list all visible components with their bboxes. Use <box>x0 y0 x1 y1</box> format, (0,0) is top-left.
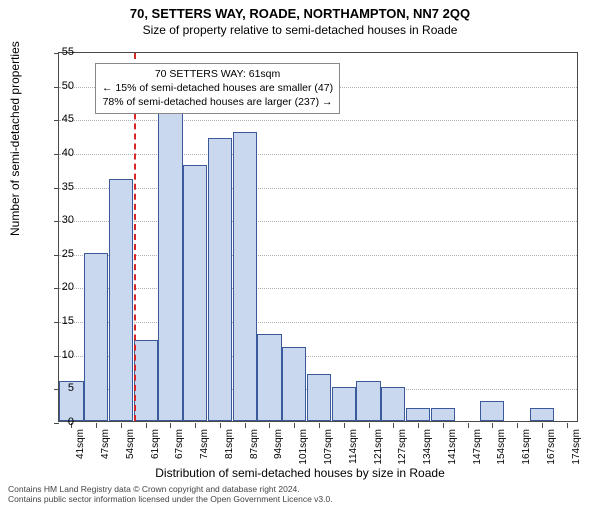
xtick-mark <box>96 423 97 428</box>
xtick-mark <box>344 423 345 428</box>
xtick-mark <box>517 423 518 428</box>
annotation-line-3: 78% of semi-detached houses are larger (… <box>102 95 333 109</box>
gridline <box>59 255 577 256</box>
xtick-mark <box>195 423 196 428</box>
ytick-label: 55 <box>46 46 74 58</box>
xtick-mark <box>542 423 543 428</box>
ytick-label: 5 <box>46 382 74 394</box>
xtick-mark <box>369 423 370 428</box>
gridline <box>59 288 577 289</box>
xtick-mark <box>319 423 320 428</box>
bar <box>530 408 554 421</box>
bar <box>282 347 306 421</box>
bar <box>381 387 405 421</box>
xtick-mark <box>121 423 122 428</box>
bar <box>332 387 356 421</box>
gridline <box>59 221 577 222</box>
gridline <box>59 120 577 121</box>
xtick-mark <box>220 423 221 428</box>
ytick-label: 50 <box>46 80 74 92</box>
ytick-label: 45 <box>46 113 74 125</box>
xtick-mark <box>468 423 469 428</box>
bar <box>431 408 455 421</box>
xtick-mark <box>492 423 493 428</box>
ytick-label: 30 <box>46 214 74 226</box>
footer-line-2: Contains public sector information licen… <box>8 494 333 504</box>
annotation-box: 70 SETTERS WAY: 61sqm← 15% of semi-detac… <box>95 63 340 114</box>
ytick-label: 10 <box>46 349 74 361</box>
footer-attribution: Contains HM Land Registry data © Crown c… <box>8 484 333 504</box>
ytick-label: 25 <box>46 248 74 260</box>
gridline <box>59 154 577 155</box>
bar <box>84 253 108 421</box>
x-axis-label: Distribution of semi-detached houses by … <box>0 466 600 480</box>
xtick-mark <box>294 423 295 428</box>
bar <box>356 381 380 421</box>
gridline <box>59 322 577 323</box>
y-axis-label: Number of semi-detached properties <box>8 41 22 236</box>
chart-title-sub: Size of property relative to semi-detach… <box>0 23 600 37</box>
gridline <box>59 188 577 189</box>
bar <box>183 165 207 421</box>
annotation-line-1: 70 SETTERS WAY: 61sqm <box>102 67 333 81</box>
bar <box>257 334 281 421</box>
plot-area: 41sqm47sqm54sqm61sqm67sqm74sqm81sqm87sqm… <box>58 52 578 422</box>
bar <box>208 138 232 421</box>
footer-line-1: Contains HM Land Registry data © Crown c… <box>8 484 333 494</box>
ytick-label: 15 <box>46 315 74 327</box>
xtick-mark <box>443 423 444 428</box>
bar <box>134 340 158 421</box>
ytick-label: 20 <box>46 281 74 293</box>
xtick-mark <box>567 423 568 428</box>
xtick-mark <box>170 423 171 428</box>
annotation-line-2: ← 15% of semi-detached houses are smalle… <box>102 81 333 95</box>
chart-title-main: 70, SETTERS WAY, ROADE, NORTHAMPTON, NN7… <box>0 6 600 21</box>
xtick-mark <box>245 423 246 428</box>
bar <box>307 374 331 421</box>
xtick-mark <box>393 423 394 428</box>
bar <box>480 401 504 421</box>
bar <box>109 179 133 421</box>
ytick-label: 35 <box>46 181 74 193</box>
bar <box>158 112 182 421</box>
xtick-mark <box>269 423 270 428</box>
ytick-label: 40 <box>46 147 74 159</box>
bar <box>406 408 430 421</box>
xtick-mark <box>418 423 419 428</box>
xtick-mark <box>146 423 147 428</box>
bar <box>233 132 257 421</box>
ytick-label: 0 <box>46 416 74 428</box>
